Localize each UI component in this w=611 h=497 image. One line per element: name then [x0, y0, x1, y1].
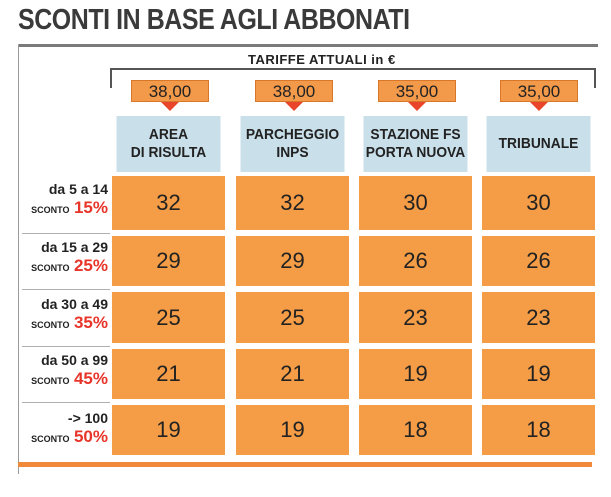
discount-percent: 35%	[73, 313, 108, 332]
table-cell: 29	[112, 236, 225, 286]
column-header-line1: STAZIONE FS	[370, 126, 461, 143]
bottom-rule	[18, 462, 592, 467]
price-tag-tribunale: 35,00	[500, 80, 578, 102]
discount-percent: 50%	[73, 427, 108, 446]
column-header-line1: PARCHEGGIO	[245, 126, 340, 143]
table-cell: 30	[359, 176, 472, 230]
table-cell: 19	[112, 405, 225, 455]
tariffe-subtitle: TARIFFE ATTUALI in €	[248, 52, 396, 67]
row-separator	[22, 346, 110, 347]
table-cell: 19	[482, 349, 595, 399]
row-label: da 50 a 99 SCONTO 45%	[22, 352, 108, 391]
row-label: da 30 a 49 SCONTO 35%	[22, 296, 108, 335]
row-separator	[22, 289, 110, 290]
table-cell: 30	[482, 176, 595, 230]
table-cell: 23	[359, 292, 472, 343]
tariffe-bracket	[110, 68, 596, 88]
row-range: da 50 a 99	[41, 352, 108, 368]
price-arrow-icon	[530, 102, 548, 111]
sconto-label: SCONTO	[31, 376, 70, 386]
sconto-label: SCONTO	[31, 320, 70, 330]
page-title: SCONTI IN BASE AGLI ABBONATI	[18, 4, 410, 36]
row-label: da 5 a 14 SCONTO 15%	[22, 181, 108, 220]
discount-percent: 15%	[73, 198, 108, 217]
price-tag-area-di-risulta: 38,00	[131, 80, 209, 102]
column-header-line1: TRIBUNALE	[498, 135, 579, 152]
row-range: da 5 a 14	[48, 181, 108, 197]
table-cell: 26	[359, 236, 472, 286]
table-cell: 18	[359, 405, 472, 455]
sconto-label: SCONTO	[31, 205, 70, 215]
column-header-tribunale: TRIBUNALE	[486, 116, 591, 172]
column-header-area-di-risulta: AREA DI RISULTA	[116, 116, 221, 172]
table-cell: 26	[482, 236, 595, 286]
table-cell: 18	[482, 405, 595, 455]
table-cell: 21	[112, 349, 225, 399]
column-header-line2: PORTA NUOVA	[365, 144, 466, 161]
price-arrow-icon	[285, 102, 303, 111]
column-header-parcheggio-inps: PARCHEGGIO INPS	[240, 116, 345, 172]
discount-percent: 25%	[73, 256, 108, 275]
left-rule	[18, 44, 19, 474]
table-cell: 25	[112, 292, 225, 343]
row-range: -> 100	[67, 410, 108, 426]
column-header-line2: DI RISULTA	[130, 144, 207, 161]
row-label: da 15 a 29 SCONTO 25%	[22, 239, 108, 278]
discount-percent: 45%	[73, 369, 108, 388]
column-header-line2: INPS	[276, 144, 309, 161]
price-arrow-icon	[408, 102, 426, 111]
row-separator	[22, 233, 110, 234]
sconto-label: SCONTO	[31, 263, 70, 273]
table-cell: 32	[236, 176, 349, 230]
price-tag-stazione-fs: 35,00	[378, 80, 456, 102]
table-cell: 21	[236, 349, 349, 399]
price-arrow-icon	[161, 102, 179, 111]
table-cell: 19	[359, 349, 472, 399]
table-cell: 32	[112, 176, 225, 230]
title-rule	[18, 44, 598, 47]
sconto-label: SCONTO	[31, 434, 70, 444]
column-header-stazione-fs: STAZIONE FS PORTA NUOVA	[363, 116, 468, 172]
row-range: da 30 a 49	[41, 296, 108, 312]
row-label: -> 100 SCONTO 50%	[22, 410, 108, 449]
price-tag-parcheggio-inps: 38,00	[255, 80, 333, 102]
row-range: da 15 a 29	[41, 239, 108, 255]
table-cell: 25	[236, 292, 349, 343]
table-cell: 19	[236, 405, 349, 455]
row-separator	[22, 402, 110, 403]
table-cell: 23	[482, 292, 595, 343]
column-header-line1: AREA	[148, 126, 189, 143]
table-cell: 29	[236, 236, 349, 286]
